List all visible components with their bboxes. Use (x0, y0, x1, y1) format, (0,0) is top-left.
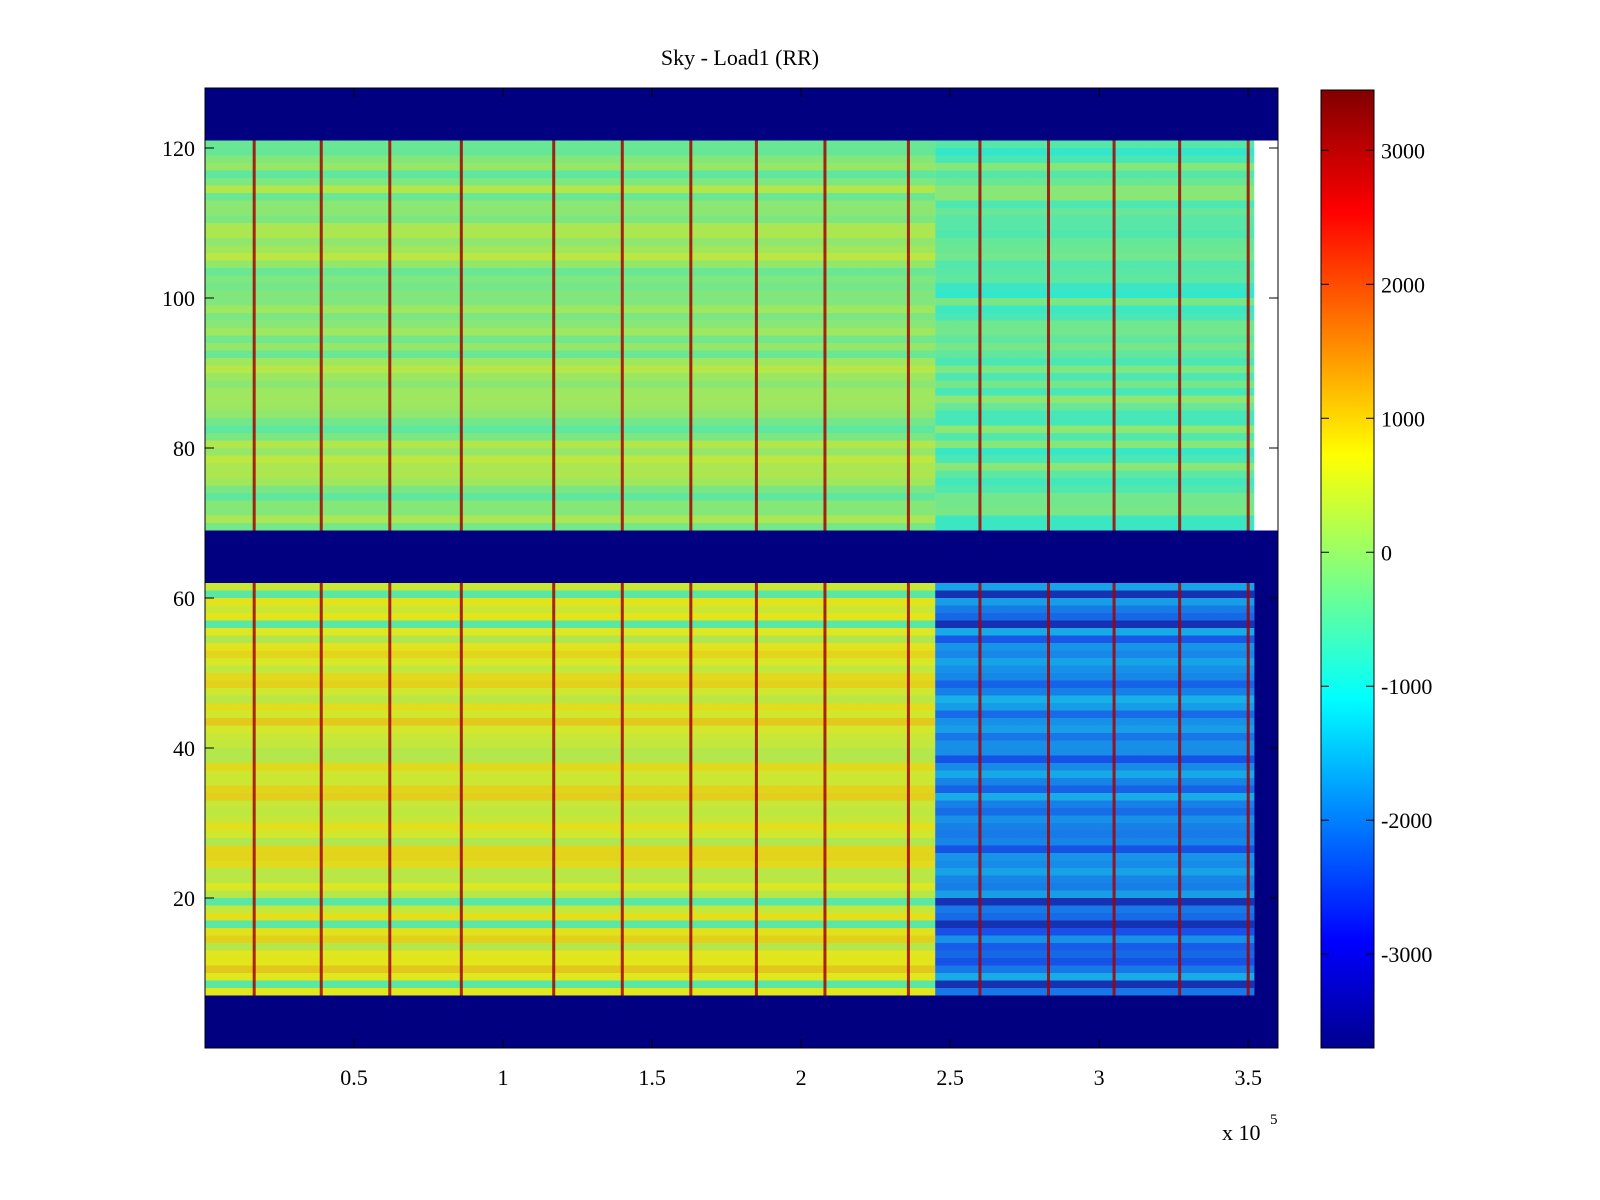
spike-column (552, 140, 556, 531)
spike-column (978, 140, 982, 531)
spike-column (689, 140, 693, 531)
heatmap-texture (935, 140, 1255, 531)
colorbar-ticks: 3000 2000 1000 0 -1000 -2000 -3000 (1321, 138, 1432, 967)
heatmap-region (205, 995, 1278, 1048)
spike-column (1112, 583, 1116, 996)
spike-column (906, 140, 910, 531)
x-tick-label: 2 (796, 1065, 807, 1090)
y-tick-label: 80 (173, 436, 195, 461)
spike-column (978, 583, 982, 996)
x-exponent-power: 5 (1270, 1112, 1278, 1128)
colorbar-tick-label: -2000 (1381, 808, 1432, 833)
chart-title: Sky - Load1 (RR) (661, 45, 819, 70)
spike-column (823, 140, 827, 531)
x-tick-label: 3 (1094, 1065, 1105, 1090)
spike-column (1112, 140, 1116, 531)
x-tick-label: 1.5 (638, 1065, 666, 1090)
spike-column (754, 140, 758, 531)
spike-column (388, 583, 392, 996)
spike-column (319, 140, 323, 531)
plot-frame (204, 87, 1279, 1049)
spike-column (1246, 583, 1250, 996)
y-tick-label: 120 (162, 136, 195, 161)
spike-column (906, 583, 910, 996)
colorbar-tick-label: 1000 (1381, 406, 1425, 431)
heatmap-texture (205, 140, 936, 531)
spike-column (1178, 583, 1182, 996)
y-tick-label: 100 (162, 286, 195, 311)
spike-column (319, 583, 323, 996)
spike-column (252, 583, 256, 996)
spike-column (1178, 140, 1182, 531)
x-tick-label: 2.5 (936, 1065, 964, 1090)
y-tick-label: 60 (173, 586, 195, 611)
colorbar-gradient (1320, 89, 1375, 1049)
spike-column (823, 583, 827, 996)
heatmap-region (1254, 583, 1278, 996)
spike-column (754, 583, 758, 996)
x-axis-ticks: 0.5 1 1.5 2 2.5 3 3.5 (340, 88, 1262, 1090)
heatmap-spike-columns (252, 140, 1250, 996)
spike-column (1246, 140, 1250, 531)
spike-column (552, 583, 556, 996)
y-tick-label: 20 (173, 886, 195, 911)
spike-column (252, 140, 256, 531)
spike-column (1046, 583, 1050, 996)
spike-column (620, 583, 624, 996)
colorbar: 3000 2000 1000 0 -1000 -2000 -3000 (1320, 89, 1432, 1049)
colorbar-tick-label: -1000 (1381, 674, 1432, 699)
x-tick-label: 3.5 (1234, 1065, 1262, 1090)
spike-column (388, 140, 392, 531)
colorbar-tick-label: -3000 (1381, 942, 1432, 967)
heatmap-cells (205, 88, 1278, 1048)
y-tick-label: 40 (173, 736, 195, 761)
spike-column (459, 583, 463, 996)
spike-column (459, 140, 463, 531)
y-axis-ticks: 20 40 60 80 100 120 (162, 136, 1278, 911)
colorbar-tick-label: 2000 (1381, 272, 1425, 297)
heatmap-region (205, 530, 1278, 583)
spike-column (1046, 140, 1050, 531)
x-tick-label: 1 (498, 1065, 509, 1090)
heatmap-region (205, 88, 1278, 141)
heatmap-texture (935, 583, 1255, 996)
colorbar-tick-label: 0 (1381, 540, 1392, 565)
colorbar-tick-label: 3000 (1381, 138, 1425, 163)
spike-column (689, 583, 693, 996)
x-tick-label: 0.5 (340, 1065, 368, 1090)
heatmap-texture (205, 583, 936, 996)
spike-column (620, 140, 624, 531)
heatmap-plot-area: 0.5 1 1.5 2 2.5 3 3.5 20 40 60 80 100 120 (162, 87, 1279, 1090)
x-exponent-base: x 10 (1222, 1120, 1261, 1145)
x-exponent-label: x 10 5 (1222, 1112, 1278, 1145)
